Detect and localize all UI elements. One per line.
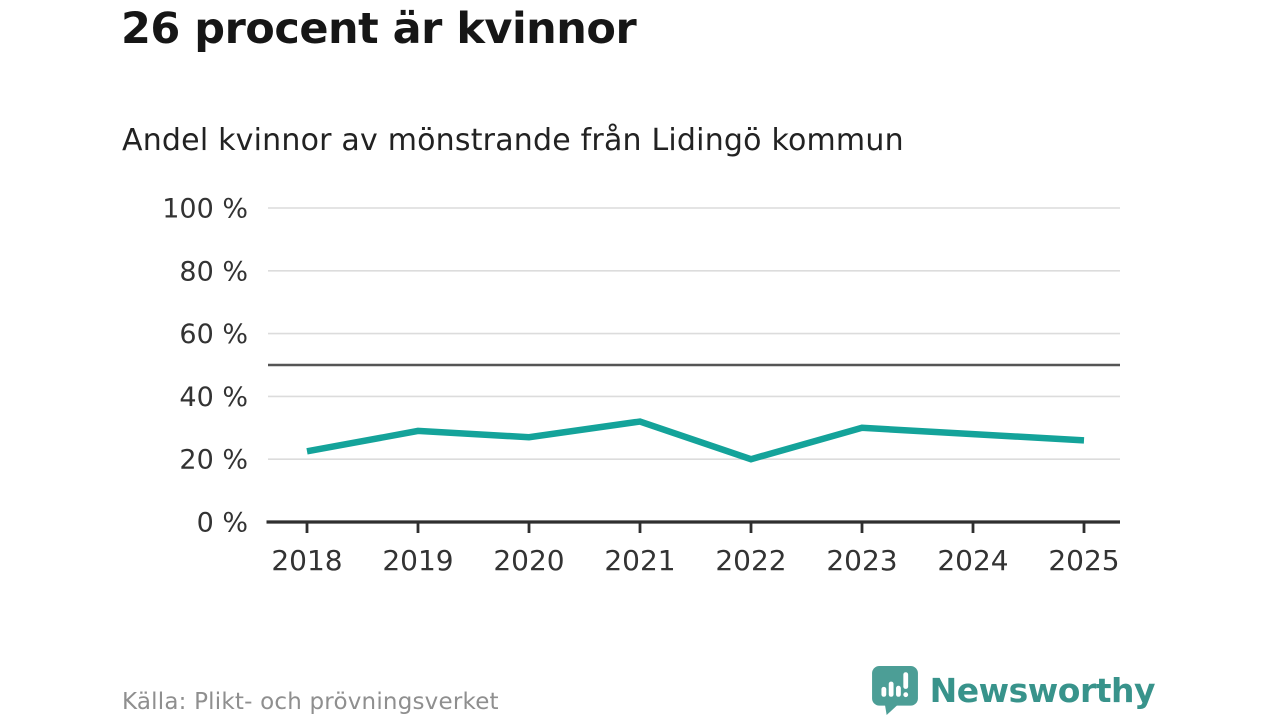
svg-text:80 %: 80 % bbox=[179, 256, 248, 287]
chart-title: 26 procent är kvinnor bbox=[121, 4, 637, 54]
newsworthy-logo: Newsworthy bbox=[871, 665, 1156, 715]
source-note: Källa: Plikt- och prövningsverket bbox=[122, 689, 499, 715]
svg-text:40 %: 40 % bbox=[179, 382, 248, 413]
svg-text:2018: 2018 bbox=[271, 544, 342, 577]
newsworthy-logo-text: Newsworthy bbox=[929, 670, 1156, 710]
svg-text:2023: 2023 bbox=[826, 544, 897, 577]
svg-text:20 %: 20 % bbox=[179, 445, 248, 476]
bar-chart-speech-bubble-icon bbox=[871, 665, 918, 715]
svg-text:0 %: 0 % bbox=[197, 508, 248, 539]
svg-text:2025: 2025 bbox=[1048, 544, 1119, 577]
chart-subtitle: Andel kvinnor av mönstrande från Lidingö… bbox=[122, 123, 904, 158]
svg-text:2020: 2020 bbox=[493, 544, 564, 577]
svg-text:2024: 2024 bbox=[937, 544, 1008, 577]
svg-text:2021: 2021 bbox=[604, 544, 675, 577]
svg-text:60 %: 60 % bbox=[179, 319, 248, 350]
svg-text:2022: 2022 bbox=[715, 544, 786, 577]
svg-text:100 %: 100 % bbox=[162, 194, 248, 225]
svg-text:2019: 2019 bbox=[382, 544, 453, 577]
